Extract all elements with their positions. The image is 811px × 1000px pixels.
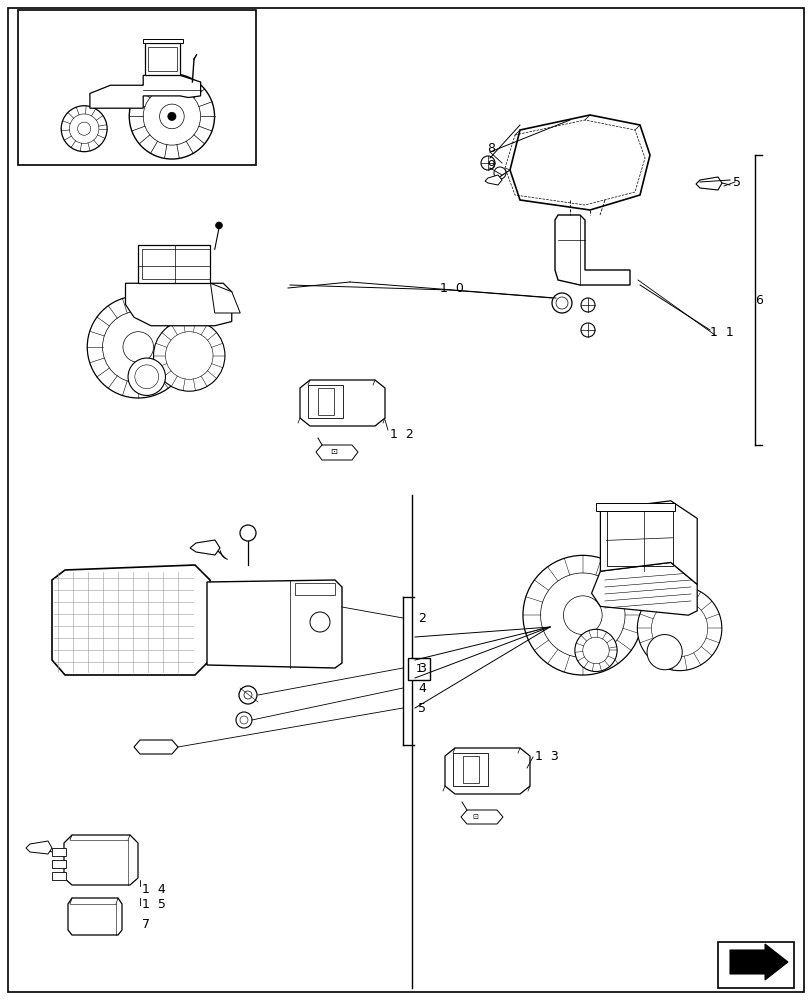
- Circle shape: [129, 74, 214, 159]
- Circle shape: [646, 635, 681, 670]
- Polygon shape: [210, 283, 240, 313]
- Bar: [148, 47, 177, 71]
- Text: 1  2: 1 2: [389, 428, 414, 442]
- Bar: [453, 753, 487, 786]
- Bar: [462, 756, 478, 783]
- Bar: [407, 658, 430, 680]
- Polygon shape: [554, 215, 629, 285]
- Polygon shape: [68, 898, 122, 935]
- Circle shape: [128, 358, 165, 395]
- Circle shape: [574, 629, 616, 672]
- Circle shape: [493, 167, 505, 179]
- Text: 3: 3: [418, 662, 425, 674]
- Text: 1  5: 1 5: [142, 898, 165, 911]
- Circle shape: [556, 297, 568, 309]
- Polygon shape: [599, 501, 697, 584]
- Text: 1  3: 1 3: [534, 750, 558, 764]
- Polygon shape: [190, 540, 220, 555]
- Bar: [18, 10, 255, 165]
- Circle shape: [216, 222, 222, 229]
- Bar: [307, 385, 342, 418]
- Circle shape: [61, 106, 107, 152]
- Polygon shape: [126, 283, 231, 326]
- Bar: [294, 583, 335, 595]
- Bar: [717, 942, 793, 988]
- Polygon shape: [138, 245, 210, 283]
- Circle shape: [236, 712, 251, 728]
- Polygon shape: [26, 841, 52, 854]
- Text: 7: 7: [142, 918, 150, 931]
- Polygon shape: [591, 562, 697, 615]
- Bar: [595, 503, 675, 511]
- Bar: [606, 511, 672, 566]
- Circle shape: [310, 612, 329, 632]
- Polygon shape: [207, 580, 341, 668]
- Text: ⊡: ⊡: [471, 814, 478, 820]
- Polygon shape: [299, 380, 384, 426]
- Text: 2: 2: [418, 611, 425, 624]
- Polygon shape: [509, 115, 649, 210]
- Polygon shape: [695, 177, 721, 190]
- Bar: [52, 872, 66, 880]
- Circle shape: [480, 156, 495, 170]
- Text: 1  4: 1 4: [142, 883, 165, 896]
- Polygon shape: [729, 944, 787, 980]
- Text: 8: 8: [487, 142, 495, 155]
- Polygon shape: [444, 748, 530, 794]
- Bar: [143, 39, 182, 43]
- Circle shape: [87, 296, 189, 398]
- Polygon shape: [315, 445, 358, 460]
- Circle shape: [238, 686, 257, 704]
- Circle shape: [581, 323, 594, 337]
- Polygon shape: [134, 740, 178, 754]
- Circle shape: [168, 112, 176, 121]
- Polygon shape: [52, 565, 210, 675]
- Text: 5: 5: [732, 176, 740, 189]
- Text: ⊡: ⊡: [329, 448, 337, 456]
- Circle shape: [551, 293, 571, 313]
- Text: 9: 9: [487, 159, 494, 172]
- Text: 5: 5: [418, 702, 426, 714]
- Polygon shape: [90, 75, 200, 108]
- Circle shape: [581, 298, 594, 312]
- Text: 1  0: 1 0: [440, 282, 463, 294]
- Circle shape: [153, 320, 225, 391]
- Polygon shape: [64, 835, 138, 885]
- Bar: [142, 249, 210, 279]
- Polygon shape: [461, 810, 502, 824]
- Polygon shape: [484, 175, 501, 185]
- Bar: [52, 860, 66, 868]
- Text: 1: 1: [415, 664, 422, 674]
- Circle shape: [637, 586, 721, 671]
- Circle shape: [522, 555, 642, 675]
- Circle shape: [240, 525, 255, 541]
- Text: 4: 4: [418, 682, 425, 694]
- Bar: [52, 848, 66, 856]
- Text: 6: 6: [754, 294, 762, 306]
- Polygon shape: [144, 43, 180, 75]
- Bar: [318, 388, 333, 415]
- Text: 1  1: 1 1: [709, 326, 733, 338]
